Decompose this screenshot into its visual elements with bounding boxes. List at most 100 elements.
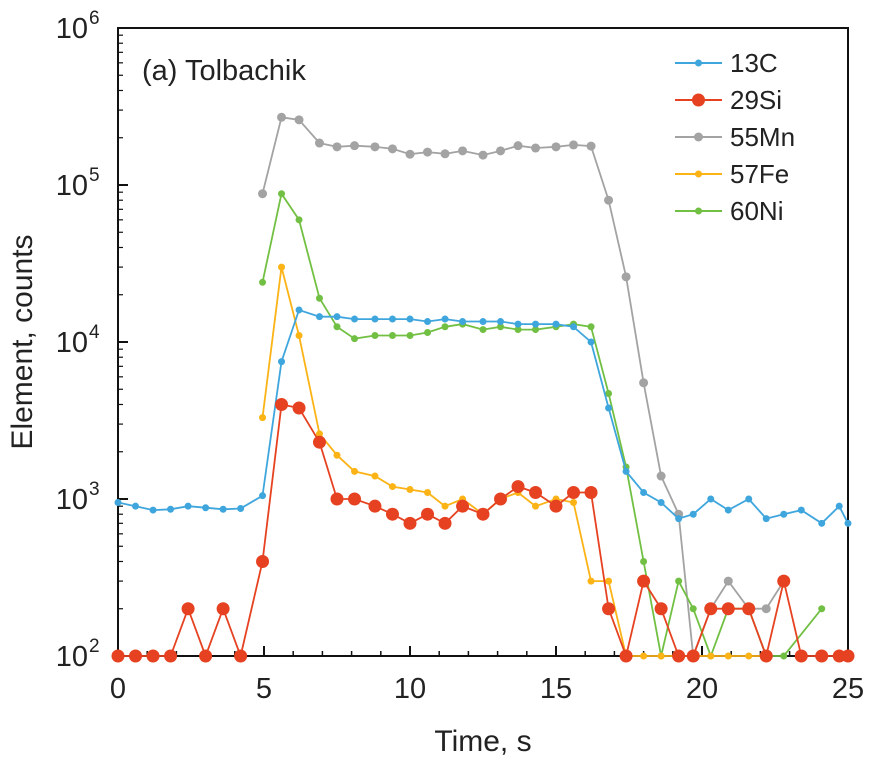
data-point-29Si (672, 650, 685, 663)
data-point-55Mn (724, 577, 733, 586)
data-point-55Mn (423, 148, 432, 157)
data-point-60Ni (316, 295, 323, 302)
legend-swatch-marker (695, 208, 702, 215)
data-point-13C (185, 503, 192, 510)
y-tick-label: 10 (56, 170, 88, 202)
data-point-57Fe (442, 503, 449, 510)
data-point-29Si (368, 500, 381, 513)
y-tick-base: 10 (56, 641, 88, 673)
data-point-13C (515, 321, 522, 328)
data-point-60Ni (371, 332, 378, 339)
data-point-55Mn (496, 146, 505, 155)
data-point-29Si (331, 493, 344, 506)
data-point-29Si (585, 486, 598, 499)
x-tick-label: 25 (832, 673, 864, 705)
data-point-55Mn (587, 142, 596, 151)
legend-swatch-marker (695, 60, 702, 67)
data-point-13C (532, 321, 539, 328)
data-point-57Fe (259, 414, 266, 421)
data-point-57Fe (658, 653, 665, 660)
data-point-57Fe (725, 653, 732, 660)
legend-item-55Mn: 55Mn (675, 122, 795, 152)
series-line-29Si (118, 405, 848, 657)
data-point-55Mn (458, 146, 467, 155)
data-point-29Si (217, 602, 230, 615)
data-point-29Si (477, 508, 490, 521)
data-point-29Si (112, 650, 125, 663)
legend-label: 60Ni (730, 196, 783, 226)
data-point-29Si (147, 650, 160, 663)
data-point-60Ni (480, 326, 487, 333)
data-point-29Si (199, 650, 212, 663)
data-point-29Si (234, 650, 247, 663)
data-point-29Si (842, 650, 855, 663)
legend-item-13C: 13C (675, 48, 778, 78)
data-point-29Si (439, 517, 452, 530)
data-point-29Si (348, 493, 361, 506)
x-tick-label: 15 (540, 673, 572, 705)
legend-label: 55Mn (730, 122, 795, 152)
data-point-13C (707, 496, 714, 503)
data-point-55Mn (370, 142, 379, 151)
data-point-13C (780, 511, 787, 518)
legend-label: 13C (730, 48, 778, 78)
data-point-13C (278, 358, 285, 365)
data-point-55Mn (388, 144, 397, 153)
data-point-57Fe (640, 653, 647, 660)
data-point-29Si (421, 508, 434, 521)
data-point-55Mn (639, 378, 648, 387)
y-tick-exponent: 3 (89, 479, 100, 500)
series-13C (115, 306, 852, 526)
data-point-29Si (313, 436, 326, 449)
y-tick-base: 10 (56, 484, 88, 516)
data-point-29Si (293, 401, 306, 414)
data-point-60Ni (675, 578, 682, 585)
data-point-57Fe (424, 489, 431, 496)
series-line-60Ni (263, 194, 822, 656)
data-point-55Mn (514, 141, 523, 150)
legend-item-29Si: 29Si (675, 85, 782, 115)
legend-swatch-marker (695, 171, 702, 178)
x-tick-label: 20 (686, 673, 718, 705)
x-axis-title: Time, s (434, 725, 531, 758)
data-point-29Si (567, 486, 580, 499)
data-point-60Ni (296, 216, 303, 223)
legend-item-60Ni: 60Ni (675, 196, 783, 226)
data-point-57Fe (371, 473, 378, 480)
data-point-55Mn (762, 604, 771, 613)
series-55Mn (258, 113, 788, 661)
data-point-29Si (386, 508, 399, 521)
data-point-55Mn (406, 150, 415, 159)
data-point-57Fe (745, 653, 752, 660)
data-point-60Ni (334, 323, 341, 330)
x-tick-label: 10 (394, 673, 426, 705)
data-point-55Mn (569, 140, 578, 149)
data-point-13C (442, 316, 449, 323)
data-point-55Mn (604, 196, 613, 205)
data-point-55Mn (479, 151, 488, 160)
y-tick-base: 10 (56, 13, 88, 45)
data-point-29Si (795, 650, 808, 663)
data-point-13C (389, 316, 396, 323)
data-point-57Fe (605, 578, 612, 585)
data-point-57Fe (389, 483, 396, 490)
data-point-55Mn (441, 149, 450, 158)
data-point-29Si (620, 650, 633, 663)
data-point-29Si (529, 486, 542, 499)
data-point-57Fe (334, 452, 341, 459)
data-point-13C (658, 499, 665, 506)
data-point-60Ni (588, 323, 595, 330)
y-tick-exponent: 4 (89, 322, 100, 343)
data-point-57Fe (588, 578, 595, 585)
data-point-29Si (512, 480, 525, 493)
data-point-13C (424, 318, 431, 325)
data-point-55Mn (622, 272, 631, 281)
data-point-60Ni (278, 190, 285, 197)
data-point-60Ni (640, 558, 647, 565)
data-point-13C (371, 316, 378, 323)
data-point-57Fe (351, 468, 358, 475)
y-tick-label: 10 (56, 327, 88, 359)
y-tick-exponent: 2 (89, 636, 100, 657)
y-tick-label: 10 (56, 13, 88, 45)
